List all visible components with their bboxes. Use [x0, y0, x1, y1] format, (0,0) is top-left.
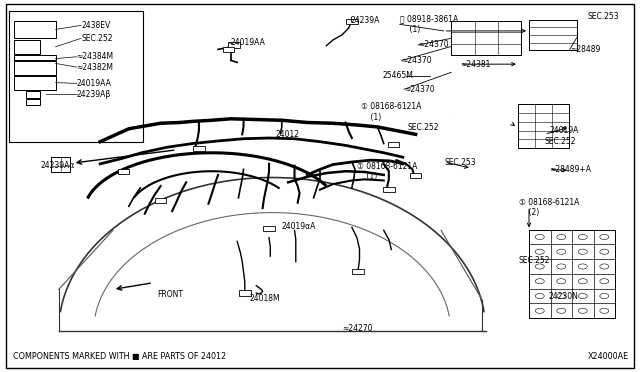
Bar — [9, 11, 143, 142]
Text: ≈24370: ≈24370 — [404, 85, 435, 94]
Text: 24019AA: 24019AA — [77, 79, 111, 88]
Bar — [346, 19, 358, 24]
Text: ≈24381: ≈24381 — [460, 60, 491, 69]
Text: ① 08168-6121A
    (1): ① 08168-6121A (1) — [362, 102, 422, 122]
Text: Ⓝ 08918-3861A
    (1): Ⓝ 08918-3861A (1) — [399, 15, 458, 34]
Text: ≈24382M: ≈24382M — [77, 62, 113, 72]
Bar — [239, 291, 250, 296]
Text: SEC.252: SEC.252 — [408, 123, 440, 132]
Text: 24230N: 24230N — [548, 292, 578, 301]
Bar — [14, 40, 40, 54]
Bar — [223, 47, 234, 52]
Bar — [14, 61, 56, 75]
Text: 24018M: 24018M — [250, 294, 280, 303]
Bar — [51, 157, 70, 172]
Text: FRONT: FRONT — [157, 291, 183, 299]
Bar — [263, 226, 275, 231]
Text: ≈28489+A: ≈28489+A — [549, 165, 591, 174]
Bar — [118, 169, 129, 174]
Text: ① 08168-6121A
    (2): ① 08168-6121A (2) — [519, 198, 579, 217]
Text: 24012: 24012 — [275, 130, 300, 139]
Bar — [410, 173, 421, 178]
Text: COMPONENTS MARKED WITH ■ ARE PARTS OF 24012: COMPONENTS MARKED WITH ■ ARE PARTS OF 24… — [13, 352, 226, 361]
Bar — [26, 99, 40, 105]
Bar — [388, 142, 399, 147]
Text: ≈24370: ≈24370 — [418, 41, 449, 49]
Bar — [26, 92, 40, 98]
Bar — [529, 20, 577, 50]
Bar — [155, 198, 166, 203]
Text: ① 08168-6121A
    (1): ① 08168-6121A (1) — [357, 161, 417, 181]
Bar — [14, 20, 56, 38]
Bar — [383, 187, 394, 192]
Bar — [353, 269, 364, 274]
Text: 24239Aβ: 24239Aβ — [77, 90, 111, 99]
Text: 24239Aα: 24239Aα — [41, 161, 76, 170]
Text: 25465M: 25465M — [383, 71, 413, 80]
Text: SEC.253: SEC.253 — [588, 12, 620, 21]
Text: SEC.252: SEC.252 — [81, 34, 113, 43]
Text: 24019αA: 24019αA — [282, 222, 316, 231]
Bar — [529, 230, 615, 318]
Text: SEC.252: SEC.252 — [519, 256, 550, 265]
Text: ≈28489: ≈28489 — [570, 45, 600, 54]
Text: 24019AA: 24019AA — [231, 38, 266, 46]
Bar — [14, 55, 56, 61]
Text: X24000AE: X24000AE — [588, 352, 629, 361]
Text: ≈24370: ≈24370 — [401, 56, 432, 65]
Bar — [228, 42, 240, 48]
Bar — [518, 104, 568, 148]
Text: SEC.252: SEC.252 — [544, 137, 576, 146]
Bar — [193, 146, 205, 151]
Text: 24019A: 24019A — [549, 126, 579, 135]
Bar — [451, 21, 522, 55]
Text: 24239A: 24239A — [351, 16, 380, 25]
Text: 2438EV: 2438EV — [81, 21, 110, 30]
Text: ≈24384M: ≈24384M — [77, 52, 114, 61]
Text: SEC.253: SEC.253 — [444, 157, 476, 167]
Text: ≈24270: ≈24270 — [342, 324, 373, 333]
Bar — [14, 76, 56, 90]
